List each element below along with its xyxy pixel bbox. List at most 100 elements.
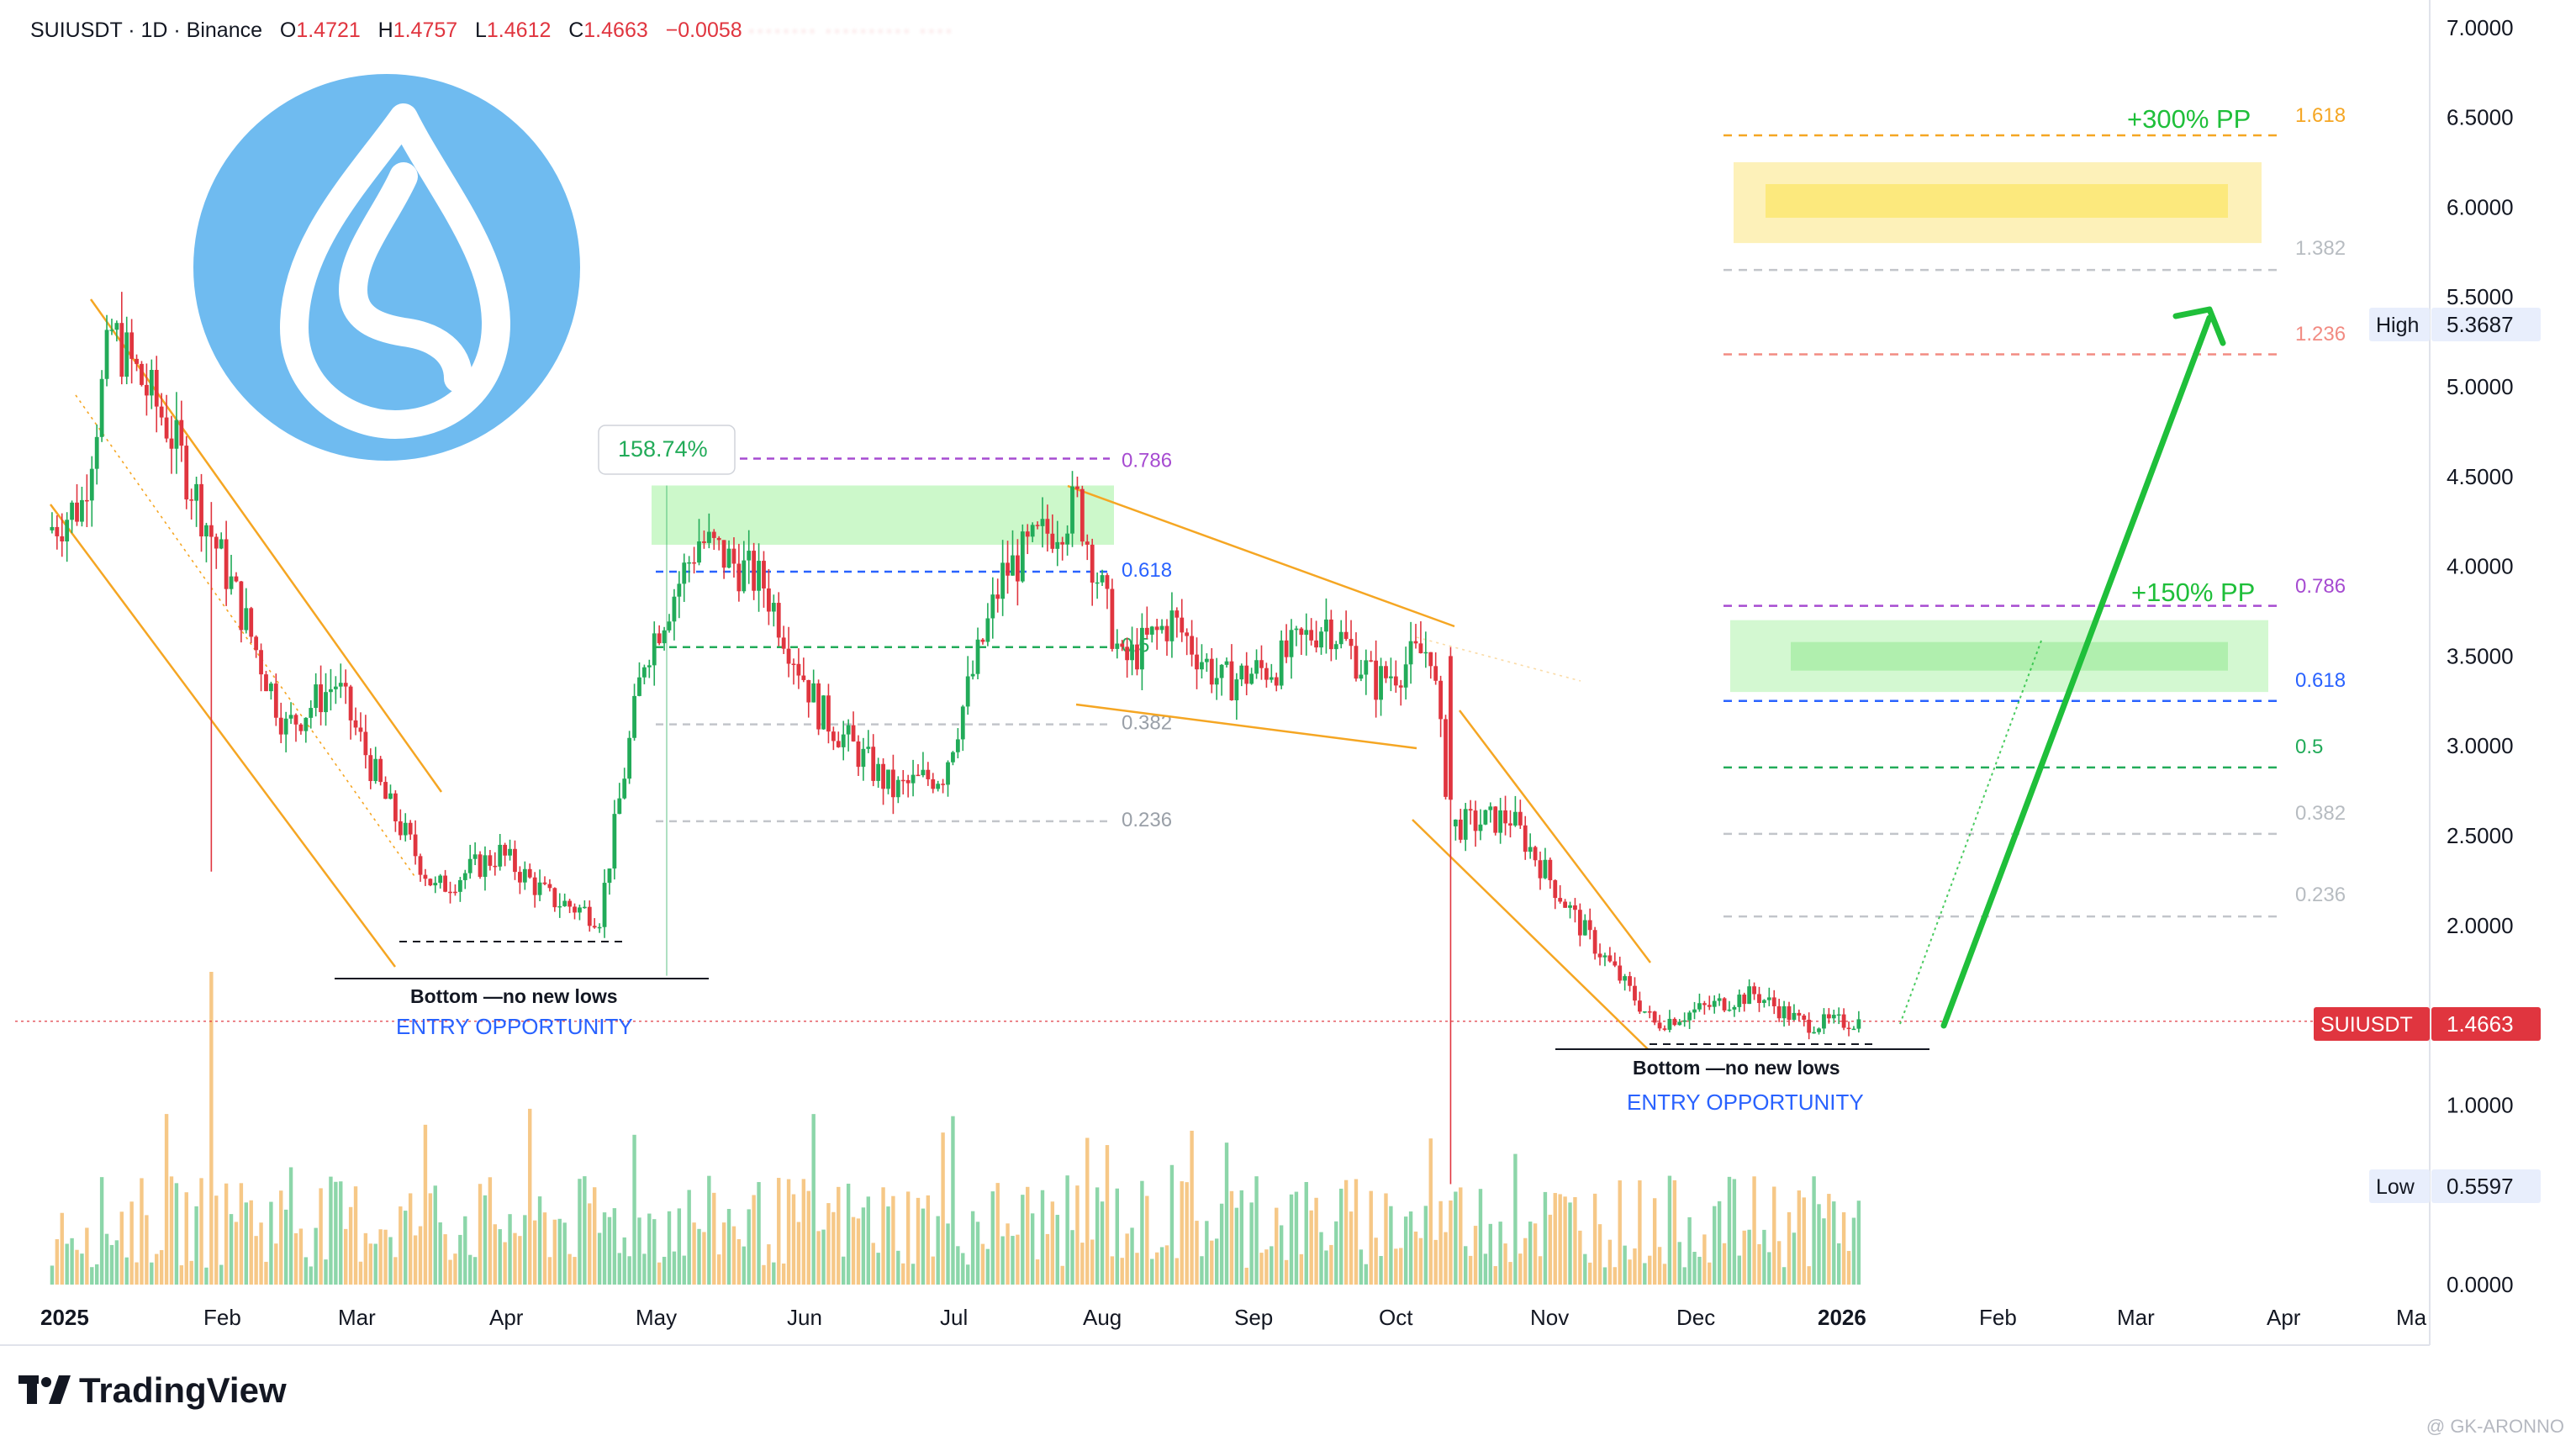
candle-body bbox=[617, 798, 622, 815]
low-tag-value-bg bbox=[2431, 1169, 2541, 1203]
volume-bar bbox=[1787, 1211, 1792, 1285]
candle-body bbox=[1458, 819, 1463, 840]
candle-body bbox=[363, 731, 368, 756]
candle-body bbox=[1354, 646, 1359, 679]
candle-body bbox=[1742, 995, 1747, 1005]
volume-bar bbox=[1797, 1190, 1802, 1285]
candle-body bbox=[169, 438, 174, 449]
fib-right-label: 1.382 bbox=[2295, 237, 2346, 260]
volume-bar bbox=[448, 1259, 452, 1285]
candle-body bbox=[273, 683, 278, 718]
candle-body bbox=[298, 724, 304, 731]
volume-bar bbox=[274, 1243, 278, 1285]
candle-body bbox=[1826, 1014, 1831, 1019]
volume-bar bbox=[1708, 1262, 1712, 1285]
volume-bar bbox=[1812, 1176, 1816, 1285]
candle-body bbox=[498, 844, 503, 867]
candle-body bbox=[413, 834, 418, 857]
volume-bar bbox=[731, 1226, 736, 1285]
volume-bar bbox=[1384, 1193, 1388, 1285]
volume-bar bbox=[1672, 1179, 1677, 1285]
volume-bar bbox=[801, 1179, 806, 1285]
candle-body bbox=[1090, 544, 1095, 583]
volume-bar bbox=[777, 1178, 781, 1285]
candle-body bbox=[319, 684, 323, 713]
candle-body bbox=[418, 856, 423, 875]
volume-bar bbox=[269, 1201, 273, 1285]
time-tick-label: Aug bbox=[1083, 1305, 1122, 1330]
volume-bar bbox=[60, 1212, 64, 1285]
volume-bar bbox=[334, 1181, 338, 1285]
volume-bar bbox=[726, 1209, 731, 1285]
candle-body bbox=[1831, 1015, 1836, 1019]
candle-body bbox=[1264, 668, 1269, 680]
candle-body bbox=[1115, 643, 1120, 649]
candle-body bbox=[1766, 997, 1771, 1000]
candle-body bbox=[259, 650, 263, 675]
projection-arrow bbox=[1940, 314, 2213, 1029]
candle-body bbox=[1553, 880, 1558, 899]
volume-bars bbox=[50, 972, 1861, 1285]
volume-bar bbox=[781, 1263, 786, 1285]
candle-body bbox=[557, 905, 562, 908]
tradingview-logo[interactable]: TradingView bbox=[18, 1370, 287, 1411]
candle-body bbox=[1642, 1011, 1647, 1013]
volume-bar bbox=[503, 1242, 507, 1285]
volume-bar bbox=[438, 1222, 442, 1285]
trend-channel-line bbox=[75, 394, 417, 879]
volume-bar bbox=[1275, 1207, 1279, 1285]
volume-bar bbox=[990, 1191, 995, 1285]
volume-bar bbox=[757, 1182, 761, 1285]
volume-bar bbox=[1159, 1247, 1164, 1285]
volume-bar bbox=[1548, 1214, 1553, 1285]
price-tick-label: 1.0000 bbox=[2447, 1092, 2514, 1117]
volume-bar bbox=[1776, 1241, 1782, 1285]
candle-body bbox=[692, 562, 696, 564]
volume-bar bbox=[851, 1216, 856, 1285]
volume-bar bbox=[1279, 1225, 1284, 1285]
volume-bar bbox=[65, 1243, 69, 1285]
candle-body bbox=[1328, 619, 1333, 650]
candle-body bbox=[239, 581, 244, 631]
price-tick-label: 5.0000 bbox=[2447, 374, 2514, 399]
candle-body bbox=[1269, 677, 1274, 680]
candle-body bbox=[462, 873, 467, 880]
volume-bar bbox=[1478, 1189, 1483, 1285]
candle-body bbox=[1722, 998, 1727, 1011]
volume-bar bbox=[951, 1116, 955, 1285]
candle-body bbox=[278, 717, 283, 735]
volume-bar bbox=[528, 1108, 532, 1285]
volume-bar bbox=[1249, 1202, 1254, 1285]
volume-bar bbox=[588, 1203, 592, 1285]
candle-body bbox=[767, 588, 771, 612]
volume-bar bbox=[1379, 1256, 1383, 1285]
candle-body bbox=[1737, 995, 1742, 1007]
volume-bar bbox=[1294, 1191, 1299, 1285]
volume-bar bbox=[1841, 1211, 1846, 1285]
resistance-box-left bbox=[652, 485, 1114, 545]
candle-body bbox=[353, 720, 358, 728]
candle-body bbox=[1144, 627, 1149, 635]
volume-bar bbox=[1234, 1207, 1239, 1285]
volume-bar bbox=[687, 1190, 691, 1285]
candle-body bbox=[1597, 953, 1602, 958]
candle-body bbox=[632, 695, 636, 738]
candle-body bbox=[1035, 525, 1040, 526]
candle-body bbox=[587, 906, 592, 926]
candle-body bbox=[1130, 644, 1134, 661]
candle-body bbox=[1533, 847, 1538, 861]
volume-bar bbox=[842, 1256, 846, 1285]
volume-bar bbox=[1468, 1255, 1473, 1285]
candle-body bbox=[314, 684, 319, 709]
volume-bar bbox=[508, 1214, 512, 1285]
candle-body bbox=[1060, 541, 1065, 545]
candle-body bbox=[1000, 562, 1006, 599]
candle-body bbox=[189, 499, 194, 501]
volume-bar bbox=[622, 1237, 626, 1285]
fib-right-label: 0.382 bbox=[2295, 802, 2346, 825]
volume-bar bbox=[140, 1178, 144, 1285]
candle-body bbox=[1149, 626, 1154, 635]
volume-bar bbox=[1602, 1267, 1607, 1285]
volume-bar bbox=[1299, 1253, 1304, 1285]
